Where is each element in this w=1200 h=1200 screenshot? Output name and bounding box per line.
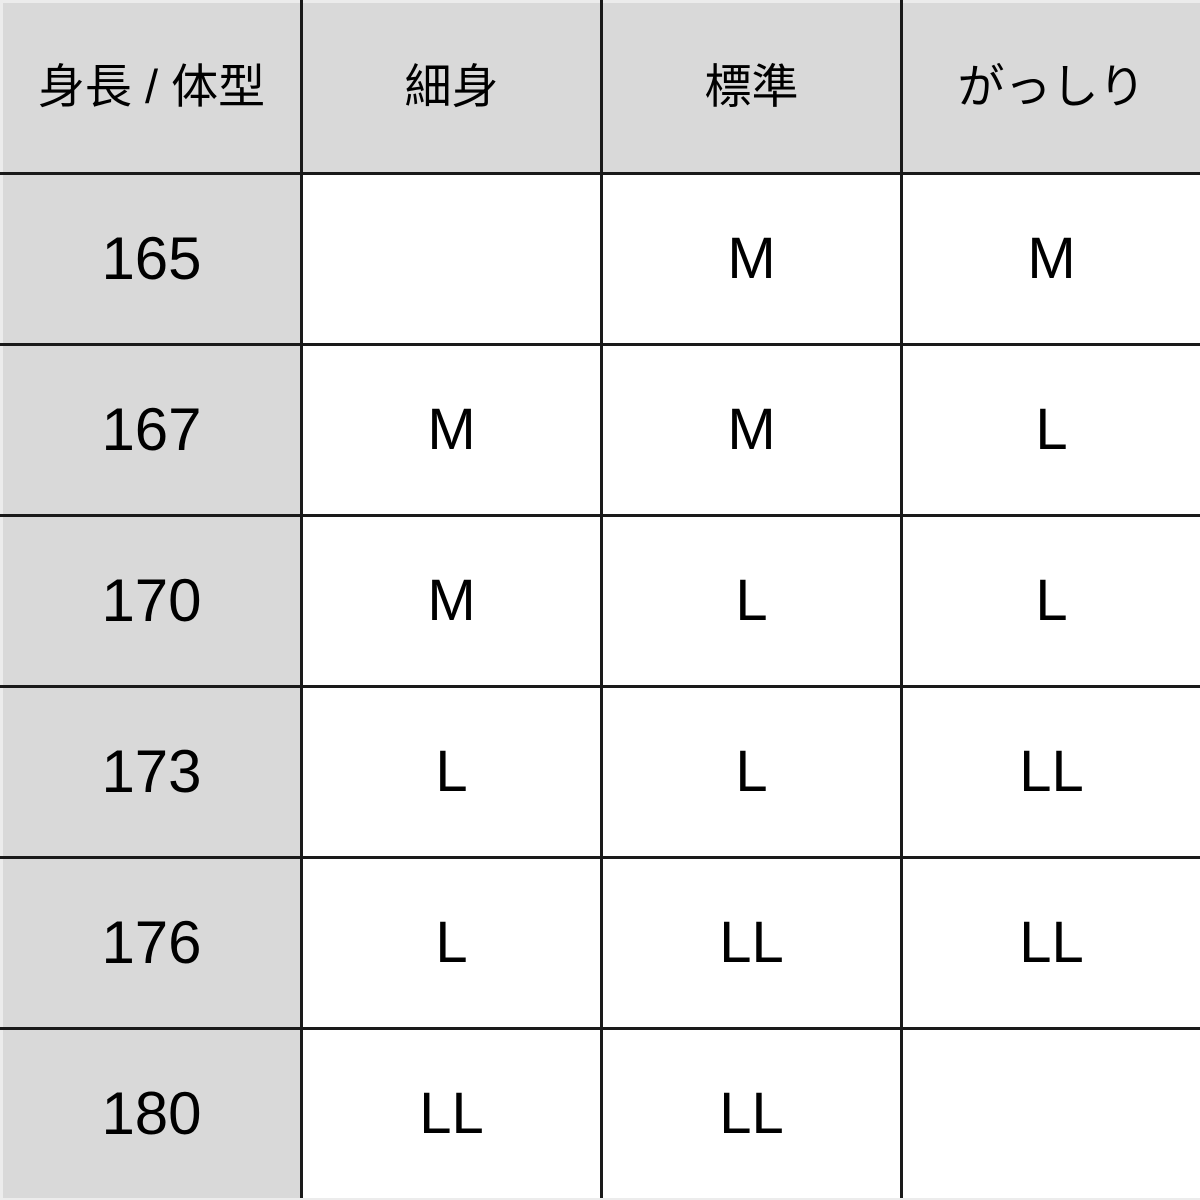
cell-size: L [600,514,903,688]
cell-size: L [900,514,1200,688]
column-header-standard: 標準 [600,0,903,175]
cell-size: L [600,685,903,859]
cell-size: M [600,172,903,346]
table-row: 176 L LL LL [0,856,1200,1030]
row-header-height: 180 [0,1027,303,1200]
cell-size: M [300,514,603,688]
cell-size: L [900,343,1200,517]
cell-size: LL [900,856,1200,1030]
cell-size: LL [600,1027,903,1200]
table-row: 167 M M L [0,343,1200,517]
cell-size [900,1027,1200,1200]
header-row: 身長 / 体型 細身 標準 がっしり [0,0,1200,175]
table-row: 173 L L LL [0,685,1200,859]
cell-size: L [300,856,603,1030]
table-row: 165 M M [0,172,1200,346]
column-header-height-body: 身長 / 体型 [0,0,303,175]
cell-size [300,172,603,346]
row-header-height: 173 [0,685,303,859]
row-header-height: 170 [0,514,303,688]
table-row: 180 LL LL [0,1027,1200,1200]
column-header-slim: 細身 [300,0,603,175]
size-chart-body: 165 M M 167 M M L 170 M L L 173 L L L [0,172,1200,1200]
cell-size: LL [600,856,903,1030]
cell-size: M [900,172,1200,346]
row-header-height: 167 [0,343,303,517]
cell-size: M [600,343,903,517]
cell-size: LL [300,1027,603,1200]
column-header-sturdy: がっしり [900,0,1200,175]
table-row: 170 M L L [0,514,1200,688]
cell-size: LL [900,685,1200,859]
row-header-height: 165 [0,172,303,346]
size-chart-header: 身長 / 体型 細身 標準 がっしり [0,0,1200,175]
cell-size: L [300,685,603,859]
cell-size: M [300,343,603,517]
row-header-height: 176 [0,856,303,1030]
